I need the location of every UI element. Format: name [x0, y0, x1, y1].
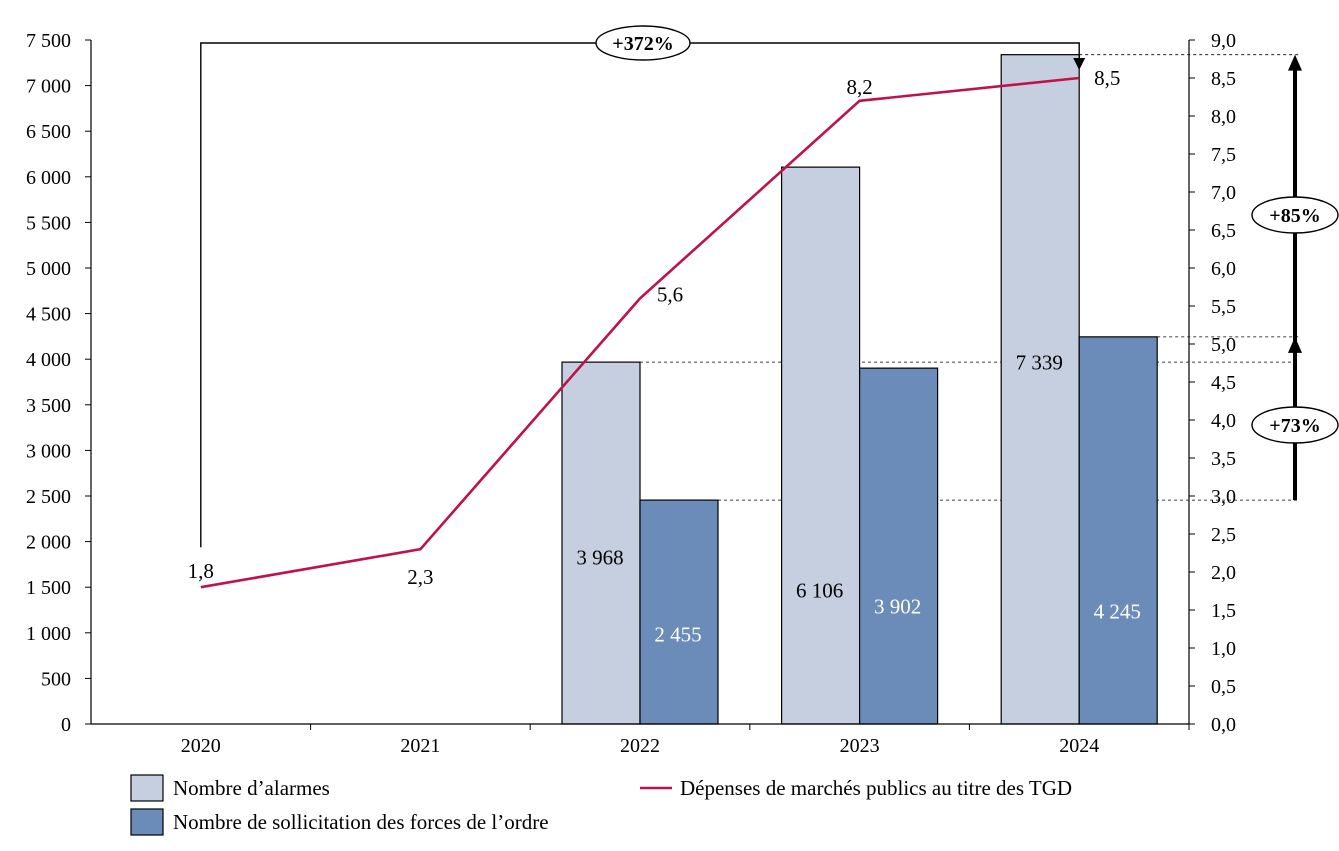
right-tick-label: 6,0	[1211, 258, 1236, 280]
right-tick-label: 1,5	[1211, 600, 1236, 622]
right-tick-label: 9,0	[1211, 30, 1236, 52]
x-tick-label: 2023	[840, 735, 880, 757]
left-tick-label: 1 500	[26, 577, 71, 599]
left-tick-label: 4 500	[26, 304, 71, 326]
left-tick-label: 500	[41, 668, 71, 690]
right-tick-label: 7,0	[1211, 182, 1236, 204]
right-tick-label: 6,5	[1211, 220, 1236, 242]
line-label: 8,2	[846, 75, 872, 99]
arrow-up-icon	[1288, 336, 1302, 353]
right-tick-label: 4,0	[1211, 410, 1236, 432]
left-tick-label: 4 000	[26, 349, 71, 371]
legend-label: Nombre d’alarmes	[173, 776, 330, 800]
arrow-head-icon	[1073, 58, 1086, 70]
x-tick-label: 2021	[400, 735, 440, 757]
bar-sollicitations	[639, 499, 719, 725]
right-tick-label: 8,0	[1211, 106, 1236, 128]
left-tick-label: 7 500	[26, 30, 71, 52]
data-labels: 3 968 6 106 7 339 2 455 3 902 4 245 1,8 2,3 5,6 8…	[188, 66, 1141, 646]
annotation-text: +372%	[612, 33, 673, 55]
x-axis-ticks: 2020 2021 2022 2023 2024	[181, 724, 1190, 757]
line-label: 8,5	[1094, 66, 1120, 90]
right-tick-label: 5,0	[1211, 334, 1236, 356]
annotation-bubble	[595, 25, 691, 61]
right-tick-label: 4,5	[1211, 372, 1236, 394]
right-tick-label: 3,5	[1211, 448, 1236, 470]
left-tick-label: 6 500	[26, 121, 71, 143]
line-label: 1,8	[188, 559, 214, 583]
line-label: 2,3	[407, 565, 433, 589]
right-tick-label: 1,0	[1211, 638, 1236, 660]
annotation-bubble	[1251, 406, 1339, 444]
bar-label-sollicitations: 4 245	[1094, 600, 1141, 624]
bar-alarmes	[780, 166, 861, 725]
right-tick-label: 2,0	[1211, 562, 1236, 584]
x-tick-label: 2024	[1059, 735, 1099, 757]
right-tick-label: 0,5	[1211, 676, 1236, 698]
left-tick-label: 5 500	[26, 212, 71, 234]
legend-swatch	[130, 808, 164, 836]
annotations: +372% +85% +73%	[200, 25, 1339, 548]
legend-label: Dépenses de marchés publics au titre des…	[680, 776, 1072, 800]
left-tick-label: 5 000	[26, 258, 71, 280]
right-tick-label: 0,0	[1211, 714, 1236, 736]
right-tick-label: 8,5	[1211, 68, 1236, 90]
bar-label-alarmes: 7 339	[1016, 351, 1063, 375]
bar-label-alarmes: 6 106	[796, 578, 843, 602]
left-tick-label: 2 500	[26, 486, 71, 508]
legend-label: Nombre de sollicitation des forces de l’…	[173, 810, 549, 834]
left-tick-label: 6 000	[26, 167, 71, 189]
bar-sollicitations	[858, 367, 939, 725]
annotation-text: +73%	[1269, 415, 1320, 437]
right-tick-label: 2,5	[1211, 524, 1236, 546]
legend-swatch	[130, 774, 164, 802]
line-label: 5,6	[657, 282, 683, 306]
bar-sollicitations	[1078, 336, 1158, 725]
reference-dashed-lines	[640, 54, 1300, 501]
legend: Nombre d’alarmes Dépenses de marchés publ…	[130, 774, 1072, 836]
x-tick-label: 2020	[181, 735, 221, 757]
left-tick-label: 3 500	[26, 395, 71, 417]
right-tick-label: 7,5	[1211, 144, 1236, 166]
bar-alarmes	[1000, 54, 1080, 725]
annotation-bubble	[1251, 196, 1339, 234]
arrow-up-icon	[1288, 54, 1302, 71]
bar-label-alarmes: 3 968	[576, 546, 623, 570]
left-tick-label: 2 000	[26, 532, 71, 554]
line-series	[200, 76, 1080, 589]
right-tick-label: 3,0	[1211, 486, 1236, 508]
right-axis-ticks: 0,0 0,5 1,0 1,5 2,0 2,5 3,0 3,5 4,0 4,5 5,0 5,5 6,0 6…	[1189, 30, 1236, 736]
left-tick-label: 7 000	[26, 76, 71, 98]
bar-alarmes	[561, 361, 641, 725]
bars	[561, 54, 1158, 725]
left-tick-label: 3 000	[26, 440, 71, 462]
bar-label-sollicitations: 3 902	[874, 595, 921, 619]
left-tick-label: 0	[61, 714, 71, 736]
left-tick-label: 1 000	[26, 623, 71, 645]
line-depenses	[200, 76, 1080, 589]
x-tick-label: 2022	[620, 735, 660, 757]
right-tick-label: 5,5	[1211, 296, 1236, 318]
annotation-text: +85%	[1269, 205, 1320, 227]
bar-label-sollicitations: 2 455	[654, 622, 701, 646]
left-axis-ticks: 0 500 1 000 1 500 2 000 2 500 3 000 3 500 4 000 4…	[26, 30, 91, 736]
